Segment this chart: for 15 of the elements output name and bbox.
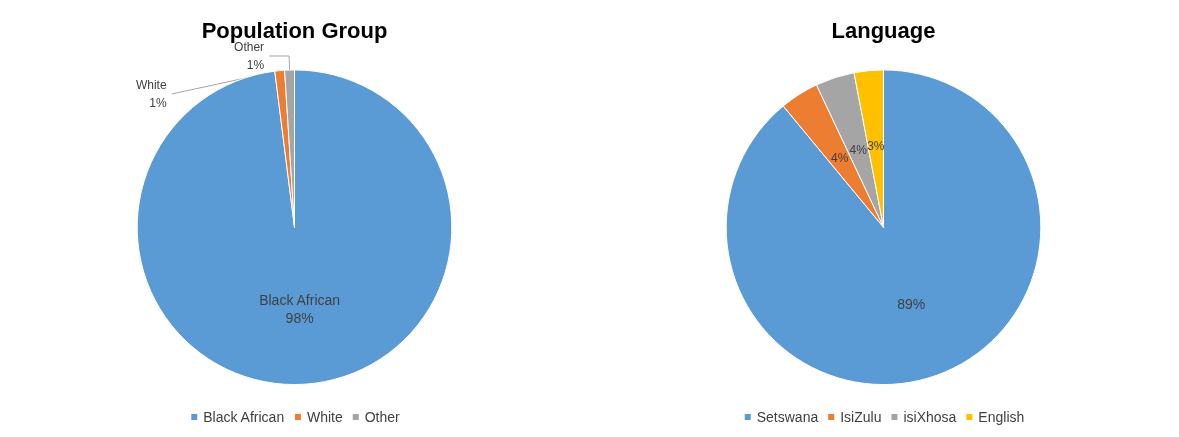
legend-label: English (978, 409, 1025, 425)
data-label: 4% (831, 151, 849, 166)
legend-label: Setswana (756, 409, 819, 425)
data-label: 89% (897, 296, 926, 313)
legend-label: White (306, 409, 343, 425)
legend-label: Black African (203, 409, 285, 425)
chart-title: Language (831, 17, 936, 43)
data-label: 4% (849, 142, 868, 157)
legend-label: Other (364, 409, 401, 425)
legend-label: IsiZulu (840, 409, 882, 425)
data-label: Other 1% (234, 40, 265, 72)
data-label: Black African 98% (259, 291, 341, 326)
data-label: White 1% (135, 78, 167, 110)
legend-label: isiXhosa (903, 409, 957, 425)
chart-title: Population Group (201, 17, 388, 43)
